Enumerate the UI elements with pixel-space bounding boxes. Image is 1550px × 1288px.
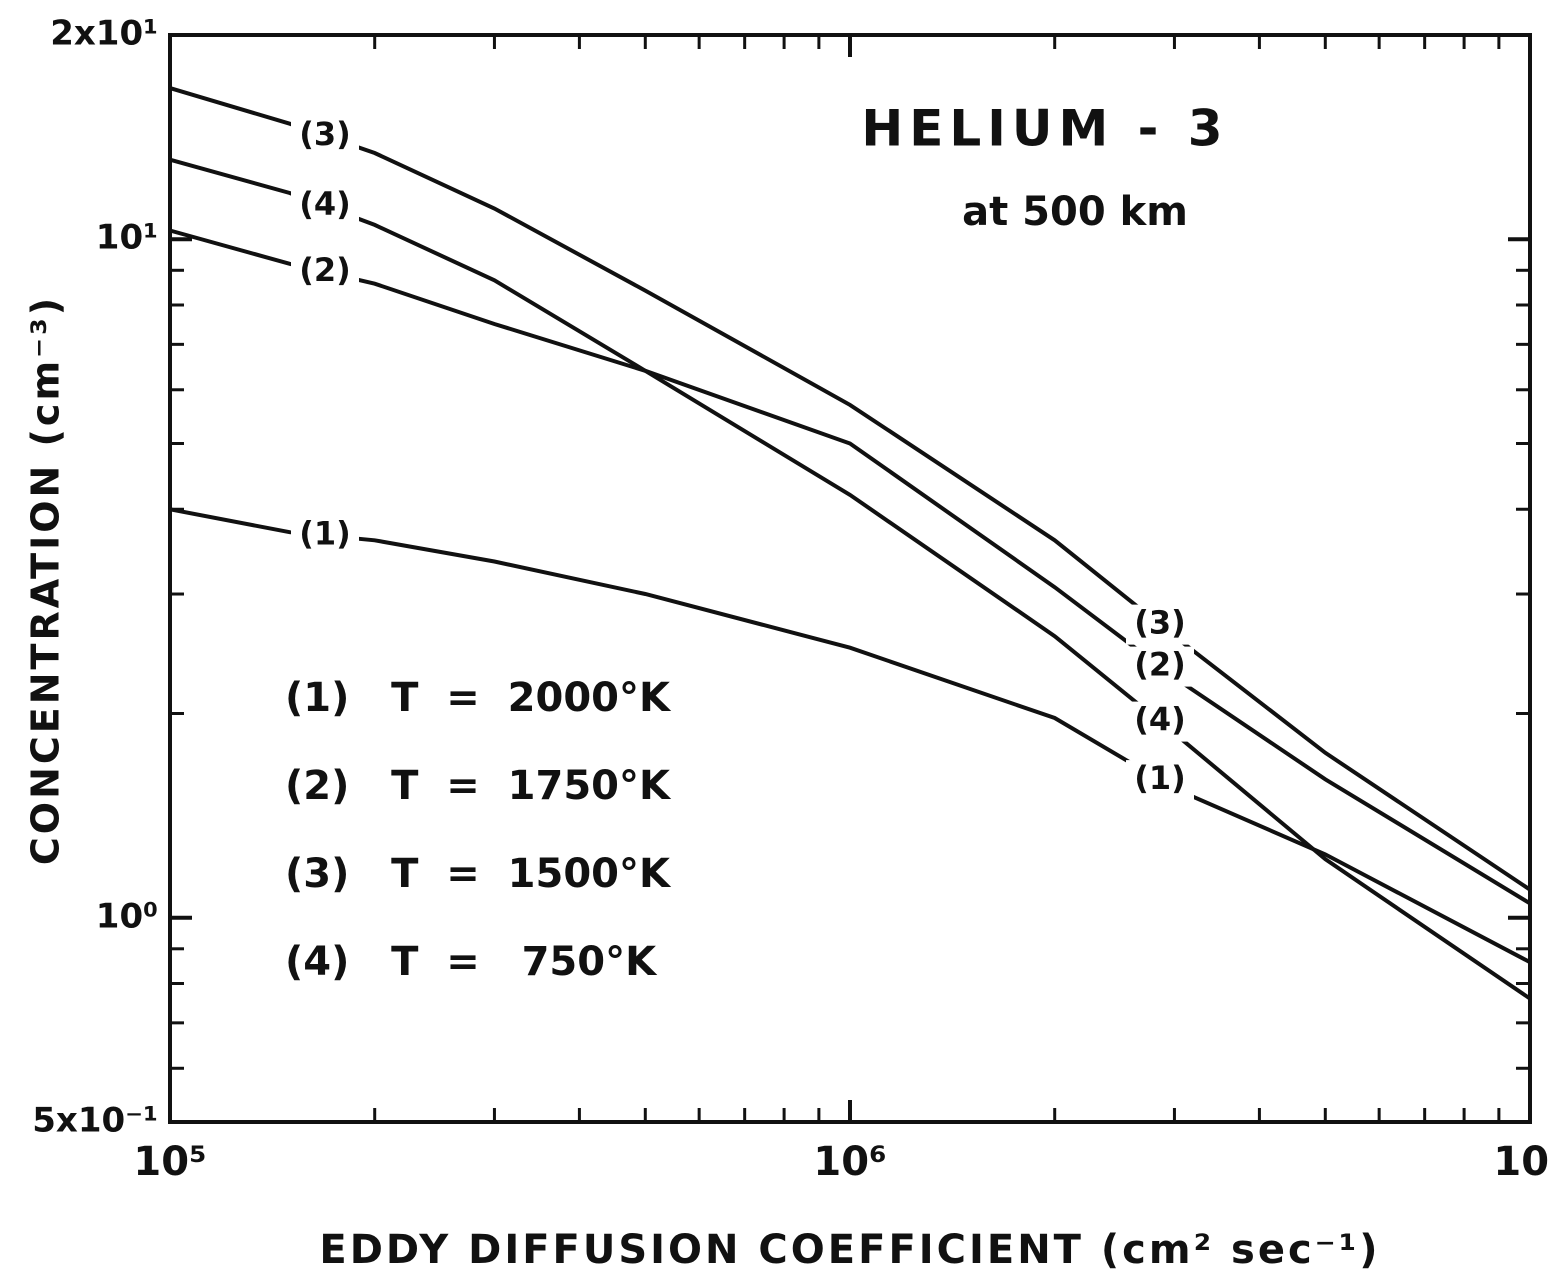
- chart-subtitle: at 500 km: [962, 189, 1188, 235]
- curve-label: (4): [299, 185, 351, 223]
- curve-label: (3): [299, 115, 351, 153]
- chart-title: HELIUM - 3: [861, 100, 1228, 158]
- x-axis-label: EDDY DIFFUSION COEFFICIENT (cm² sec⁻¹): [319, 1227, 1380, 1273]
- legend-entry: (3) T = 1500°K: [285, 851, 672, 897]
- label-backdrop: [291, 515, 359, 556]
- curve-label: (2): [1134, 646, 1186, 684]
- x-tick-label: 10⁶: [813, 1139, 886, 1185]
- y-tick-label: 10⁰: [96, 896, 158, 936]
- legend-entry: (4) T = 750°K: [285, 939, 658, 985]
- legend-entry: (2) T = 1750°K: [285, 763, 672, 809]
- label-backdrop: [1126, 701, 1194, 742]
- y-tick-label: 2x10¹: [50, 14, 158, 54]
- y-axis-label: CONCENTRATION (cm⁻³): [24, 295, 68, 865]
- label-backdrop: [1126, 604, 1194, 645]
- y-tick-label: 10¹: [96, 218, 158, 258]
- label-backdrop: [291, 115, 359, 156]
- curve-label: (3): [1134, 604, 1186, 642]
- curve-label: (2): [299, 251, 351, 289]
- legend-entry: (1) T = 2000°K: [285, 675, 672, 721]
- label-backdrop: [1126, 760, 1194, 801]
- curve-label: (1): [1134, 759, 1186, 797]
- label-backdrop: [1126, 646, 1194, 687]
- label-backdrop: [291, 252, 359, 293]
- label-backdrop: [291, 186, 359, 227]
- curve-label: (4): [1134, 701, 1186, 739]
- x-tick-label: 10⁷: [1493, 1139, 1550, 1185]
- y-tick-label: 5x10⁻¹: [32, 1101, 158, 1141]
- x-tick-label: 10⁵: [133, 1139, 206, 1185]
- curve-label: (1): [299, 515, 351, 553]
